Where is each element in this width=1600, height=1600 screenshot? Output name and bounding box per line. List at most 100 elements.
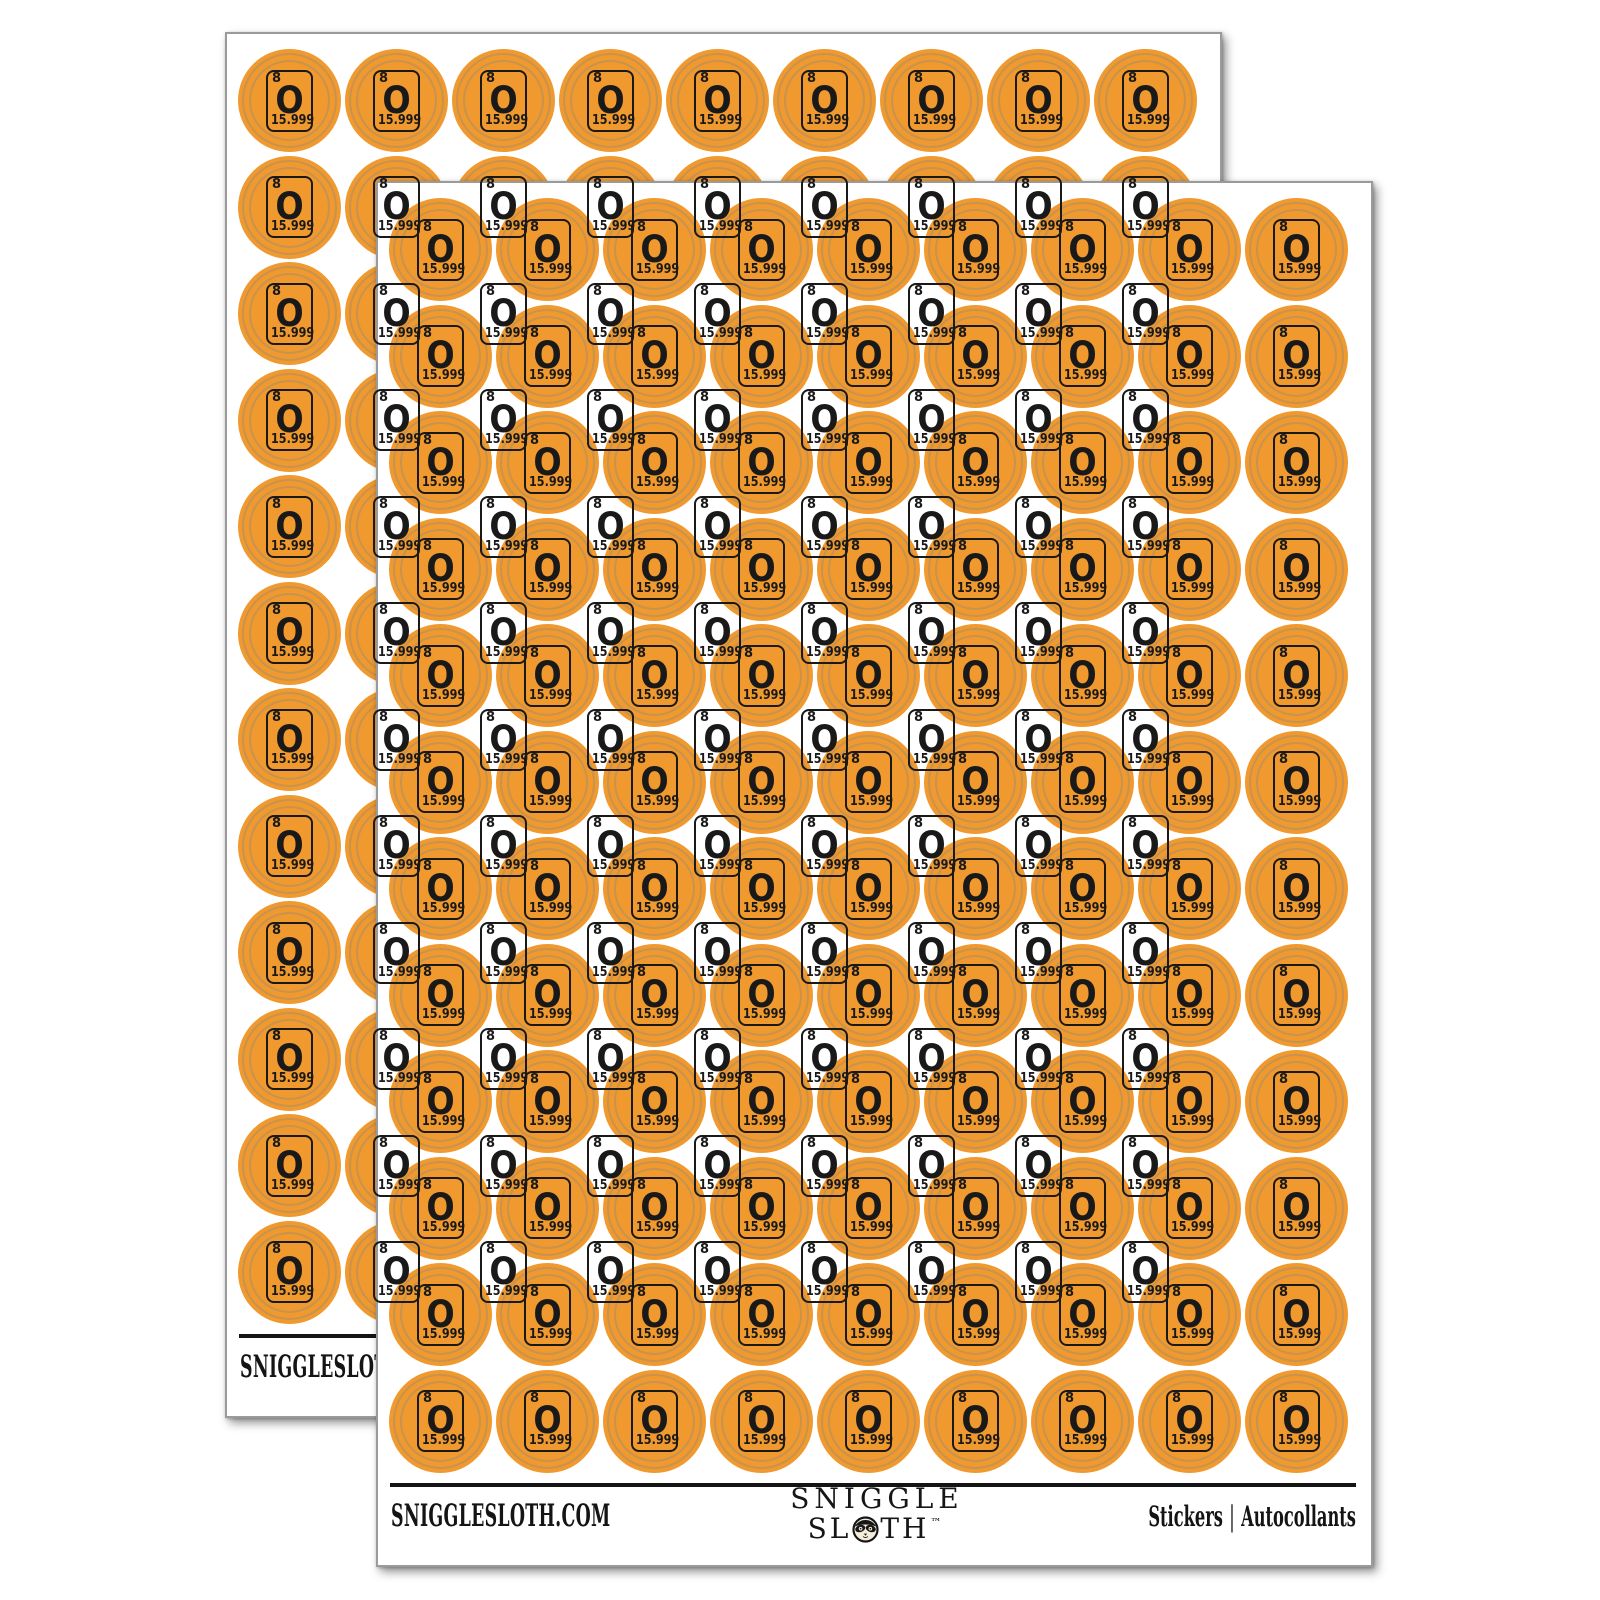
oxygen-element-sticker: 8 O 15.999 — [1245, 198, 1348, 301]
atomic-mass-label: 15.999 — [1278, 474, 1322, 490]
atomic-number-label: 8 — [1021, 1242, 1031, 1257]
element-symbol-label: O — [1282, 760, 1311, 803]
atomic-mass-label: 15.999 — [378, 219, 422, 234]
oxygen-element-sticker: 8 O 15.999 — [1138, 1263, 1241, 1366]
oxygen-element-sticker: 8 O 15.999 — [710, 943, 813, 1047]
element-symbol-label: O — [1131, 611, 1160, 654]
element-symbol-label: O — [810, 611, 839, 654]
periodic-table-tile: 8 O 15.999 — [1166, 1390, 1214, 1452]
atomic-number-label: 8 — [851, 858, 861, 874]
atomic-number-label: 8 — [1128, 603, 1138, 618]
atomic-mass-label: 15.999 — [485, 858, 529, 873]
periodic-table-tile: 8 O 15.999 — [1059, 218, 1107, 281]
oxygen-element-sticker: 8 O 15.999 — [924, 1263, 1027, 1366]
atomic-mass-label: 15.999 — [271, 325, 315, 341]
periodic-table-tile: 8 O 15.999 — [417, 1070, 465, 1133]
oxygen-element-sticker: 8 O 15.999 — [238, 901, 341, 1004]
periodic-table-tile: 8 O 15.999 — [952, 751, 1000, 813]
element-symbol-label: O — [275, 398, 304, 441]
element-symbol-label: O — [275, 717, 304, 761]
oxygen-element-sticker: 8 O 15.999 — [452, 49, 555, 152]
oxygen-element-sticker: 8 O 15.999 — [710, 837, 813, 940]
periodic-table-tile: 8 O 15.999 — [417, 1177, 465, 1239]
element-symbol-label: O — [1068, 334, 1097, 377]
element-symbol-label: O — [703, 78, 732, 122]
element-symbol-label: O — [382, 1037, 411, 1080]
oxygen-element-sticker: 8 O 15.999 — [924, 624, 1027, 727]
element-symbol-label: O — [1282, 653, 1311, 697]
periodic-table-tile: 8 O 15.999 — [908, 282, 956, 345]
atomic-mass-label: 15.999 — [1127, 1177, 1171, 1193]
atomic-number-label: 8 — [1021, 1029, 1031, 1044]
atomic-mass-label: 15.999 — [592, 858, 636, 873]
product-type-french: Autocollants — [1241, 1500, 1356, 1533]
element-symbol-label: O — [275, 504, 304, 548]
element-symbol-label: O — [382, 1250, 411, 1293]
atomic-mass-label: 15.999 — [1278, 581, 1322, 596]
element-symbol-label: O — [1131, 1143, 1160, 1187]
atomic-number-label: 8 — [914, 922, 924, 938]
atomic-number-label: 8 — [1128, 816, 1138, 831]
periodic-table-tile: 8 O 15.999 — [738, 644, 786, 707]
atomic-number-label: 8 — [593, 1135, 603, 1151]
element-symbol-label: O — [961, 334, 990, 377]
element-symbol-label: O — [640, 334, 669, 377]
atomic-mass-label: 15.999 — [850, 1113, 894, 1129]
periodic-table-tile: 8 O 15.999 — [266, 602, 314, 664]
periodic-table-tile: 8 O 15.999 — [738, 751, 786, 813]
element-symbol-label: O — [382, 717, 411, 761]
atomic-number-label: 8 — [1021, 496, 1031, 512]
atomic-mass-label: 15.999 — [592, 645, 636, 660]
atomic-mass-label: 15.999 — [1171, 474, 1215, 490]
atomic-mass-label: 15.999 — [806, 858, 850, 873]
oxygen-element-sticker: 8 O 15.999 — [496, 1263, 599, 1366]
atomic-mass-label: 15.999 — [1064, 1007, 1108, 1022]
product-type-english: Stickers — [1148, 1500, 1223, 1533]
atomic-number-label: 8 — [272, 816, 282, 831]
element-symbol-label: O — [426, 973, 455, 1016]
atomic-mass-label: 15.999 — [850, 474, 894, 490]
element-symbol-label: O — [596, 1250, 625, 1293]
atomic-mass-label: 15.999 — [1020, 858, 1064, 873]
atomic-number-label: 8 — [851, 752, 861, 767]
atomic-number-label: 8 — [1065, 965, 1075, 980]
element-symbol-label: O — [596, 930, 625, 974]
element-symbol-label: O — [961, 1292, 990, 1336]
atomic-mass-label: 15.999 — [271, 219, 315, 234]
atomic-number-label: 8 — [1128, 70, 1138, 86]
atomic-number-label: 8 — [593, 283, 603, 299]
atomic-mass-label: 15.999 — [1171, 368, 1215, 383]
element-symbol-label: O — [854, 653, 883, 697]
oxygen-element-sticker: 8 O 15.999 — [817, 730, 920, 834]
element-symbol-label: O — [275, 78, 304, 122]
element-symbol-label: O — [533, 1399, 562, 1442]
element-symbol-label: O — [961, 547, 990, 590]
atomic-number-label: 8 — [807, 70, 817, 86]
element-symbol-label: O — [596, 824, 625, 867]
periodic-table-tile: 8 O 15.999 — [587, 176, 635, 238]
element-symbol-label: O — [426, 1079, 455, 1123]
periodic-table-tile: 8 O 15.999 — [845, 431, 894, 494]
atomic-number-label: 8 — [700, 709, 710, 725]
periodic-table-tile: 8 O 15.999 — [694, 921, 742, 984]
element-symbol-label: O — [747, 760, 776, 803]
atomic-mass-label: 15.999 — [422, 474, 466, 490]
periodic-table-tile: 8 O 15.999 — [1166, 218, 1214, 281]
atomic-mass-label: 15.999 — [485, 112, 529, 128]
atomic-number-label: 8 — [486, 1242, 496, 1257]
atomic-mass-label: 15.999 — [913, 1284, 957, 1299]
atomic-mass-label: 15.999 — [636, 900, 680, 916]
atomic-mass-label: 15.999 — [850, 900, 894, 916]
element-symbol-label: O — [1175, 440, 1204, 484]
atomic-number-label: 8 — [1172, 326, 1182, 341]
element-symbol-label: O — [426, 227, 455, 271]
atomic-mass-label: 15.999 — [1127, 964, 1171, 980]
atomic-number-label: 8 — [1279, 858, 1289, 874]
element-symbol-label: O — [1131, 504, 1160, 548]
element-symbol-label: O — [703, 504, 732, 548]
periodic-table-tile: 8 O 15.999 — [801, 815, 850, 877]
periodic-table-tile: 8 O 15.999 — [908, 69, 956, 132]
periodic-table-tile: 8 O 15.999 — [845, 1070, 894, 1133]
atomic-mass-label: 15.999 — [913, 751, 957, 767]
